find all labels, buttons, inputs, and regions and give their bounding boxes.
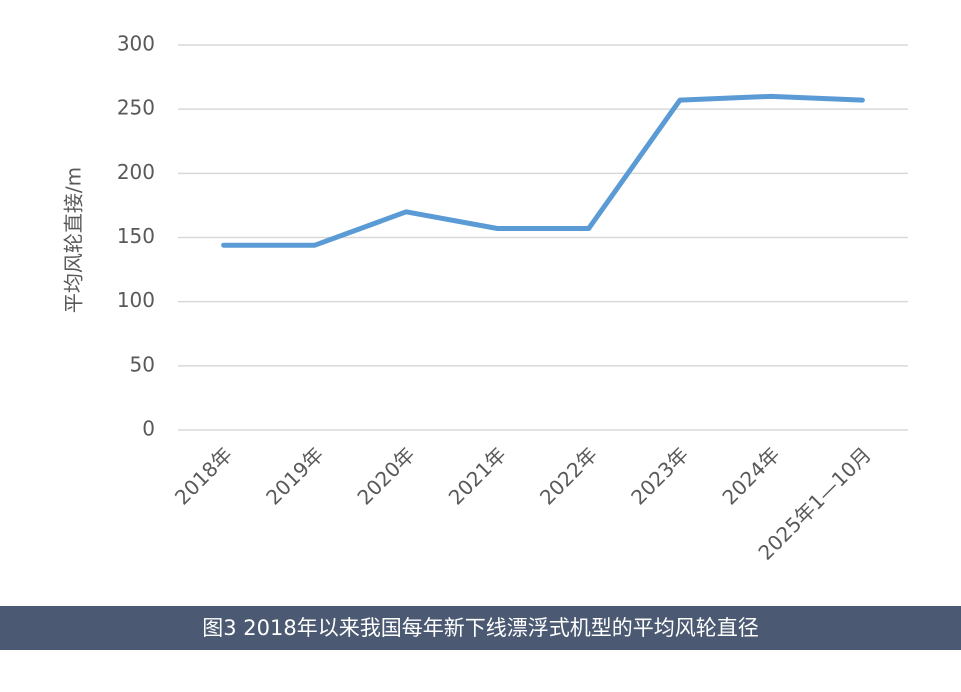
chart: 平均风轮直接/m 0 50 100 150 200 250 300 2018年 2019年 202…	[62, 32, 908, 565]
y-tick-label: 250	[117, 96, 155, 120]
x-tick-label: 2023年	[626, 442, 693, 509]
line	[221, 93, 865, 248]
x-tick-label: 2024年	[717, 442, 784, 509]
y-tick-label: 300	[117, 32, 155, 56]
y-tick-label: 100	[117, 288, 155, 312]
y-tick-label: 50	[130, 352, 155, 376]
y-tick-label: 150	[117, 224, 155, 248]
x-tick-label: 2022年	[535, 442, 602, 509]
y-axis-title: 平均风轮直接/m	[62, 167, 86, 313]
caption: 图3 2018年以来我国每年新下线漂浮式机型的平均风轮直径	[0, 606, 961, 650]
x-tick-label: 2020年	[352, 442, 419, 509]
x-tick-label: 2018年	[170, 442, 237, 509]
x-tick-label: 2019年	[261, 442, 328, 509]
y-tick-label: 0	[142, 417, 155, 441]
x-tick-label: 2021年	[444, 442, 511, 509]
y-tick-label: 200	[117, 160, 155, 184]
